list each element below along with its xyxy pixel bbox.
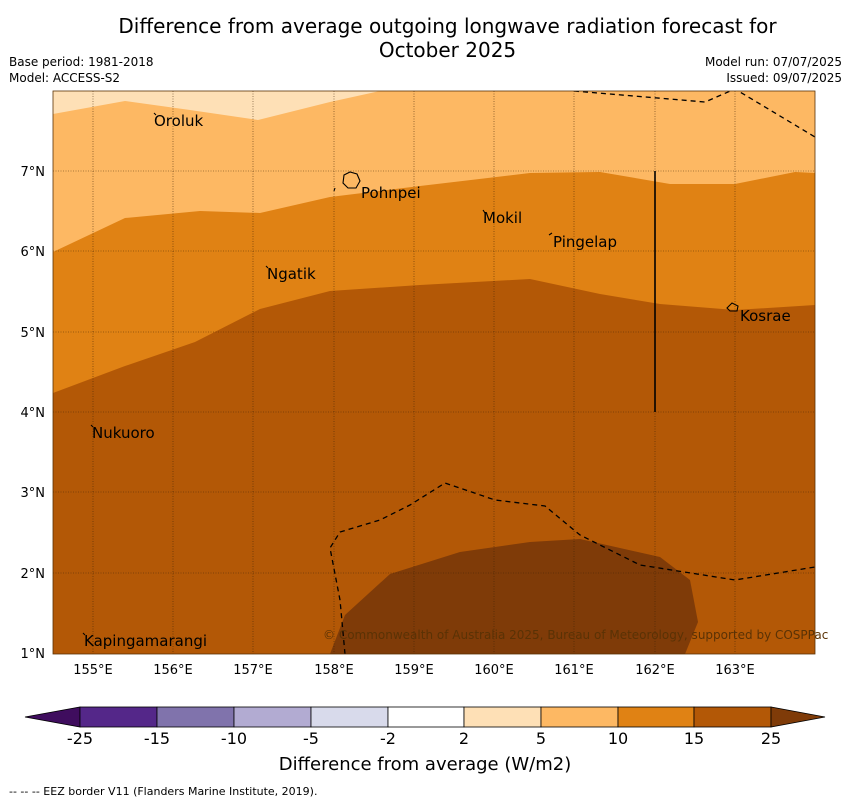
colorbar-swatch xyxy=(540,706,619,728)
colorbar-title: Difference from average (W/m2) xyxy=(278,754,572,775)
colorbar-extend-high xyxy=(770,706,826,728)
place-label-mokil: Mokil xyxy=(483,209,522,227)
colorbar-label: 10 xyxy=(607,729,629,748)
kosrae-island xyxy=(726,302,739,312)
lat-label: 7°N xyxy=(21,165,46,180)
place-label-pingelap: Pingelap xyxy=(553,233,617,251)
lon-label: 157°E xyxy=(233,663,273,678)
colorbar-label: 15 xyxy=(683,729,705,748)
colorbar-label: 2 xyxy=(458,729,470,748)
lat-label: 2°N xyxy=(21,567,46,582)
lon-label: 159°E xyxy=(394,663,434,678)
place-label-nukuoro: Nukuoro xyxy=(92,424,155,442)
lon-label: 161°E xyxy=(554,663,594,678)
lon-label: 158°E xyxy=(314,663,354,678)
place-label-ngatik: Ngatik xyxy=(267,265,316,283)
copyright-notice: © Commonwealth of Australia 2025, Bureau… xyxy=(323,628,829,642)
title-line-1: Difference from average outgoing longwav… xyxy=(118,14,777,38)
colorbar-swatch xyxy=(233,706,312,728)
model-name: Model: ACCESS-S2 xyxy=(9,71,121,85)
place-label-pohnpei: Pohnpei xyxy=(361,184,421,202)
map-title: Difference from average outgoing longwav… xyxy=(40,14,850,62)
lat-label: 6°N xyxy=(21,245,46,260)
colorbar-label: 5 xyxy=(535,729,547,748)
place-label-kosrae: Kosrae xyxy=(740,307,791,325)
base-period-info: Base period: 1981-2018 Model: ACCESS-S2 xyxy=(9,54,154,86)
forecast-map xyxy=(53,91,815,654)
islands xyxy=(82,112,739,636)
lon-label: 160°E xyxy=(474,663,514,678)
lat-label: 5°N xyxy=(21,326,46,341)
colorbar-swatch xyxy=(387,706,465,728)
colorbar-label: 25 xyxy=(760,729,782,748)
lon-label: 163°E xyxy=(715,663,755,678)
colorbar-label: -25 xyxy=(66,729,94,748)
lat-axis: 7°N 6°N 5°N 4°N 3°N 2°N 1°N xyxy=(21,165,46,662)
colorbar-swatch xyxy=(79,706,158,728)
base-period: Base period: 1981-2018 xyxy=(9,55,154,69)
colorbar-extend-low xyxy=(24,706,81,728)
colorbar-label: -2 xyxy=(380,729,396,748)
lon-label: 162°E xyxy=(635,663,675,678)
lat-label: 4°N xyxy=(21,406,46,421)
place-labels: Oroluk Pohnpei Mokil Pingelap Ngatik Kos… xyxy=(84,112,791,650)
pohnpei-island xyxy=(342,171,361,189)
lon-label: 156°E xyxy=(153,663,193,678)
eez-border xyxy=(329,91,815,654)
lon-label: 155°E xyxy=(73,663,113,678)
plot-frame xyxy=(52,90,816,655)
issued-date: Issued: 09/07/2025 xyxy=(726,71,842,85)
colorbar-swatch xyxy=(156,706,235,728)
lat-label: 3°N xyxy=(21,486,46,501)
colorbar-swatch xyxy=(617,706,695,728)
colorbar-swatch xyxy=(463,706,542,728)
colorbar-label: -10 xyxy=(220,729,248,748)
lon-axis: 155°E 156°E 157°E 158°E 159°E 160°E 161°… xyxy=(73,663,755,678)
title-line-2: October 2025 xyxy=(378,38,517,62)
colorbar xyxy=(24,706,826,728)
colorbar-label: -15 xyxy=(143,729,171,748)
place-label-kapingamarangi: Kapingamarangi xyxy=(84,632,207,650)
eez-footnote: -- -- -- EEZ border V11 (Flanders Marine… xyxy=(9,785,318,798)
colorbar-swatch xyxy=(693,706,772,728)
place-label-oroluk: Oroluk xyxy=(154,112,203,130)
colorbar-label: -5 xyxy=(303,729,319,748)
run-info: Model run: 07/07/2025 Issued: 09/07/2025 xyxy=(705,54,842,86)
lat-label: 1°N xyxy=(21,647,46,662)
colorbar-swatch xyxy=(310,706,389,728)
band-25-plus xyxy=(330,539,698,654)
model-run: Model run: 07/07/2025 xyxy=(704,55,842,69)
